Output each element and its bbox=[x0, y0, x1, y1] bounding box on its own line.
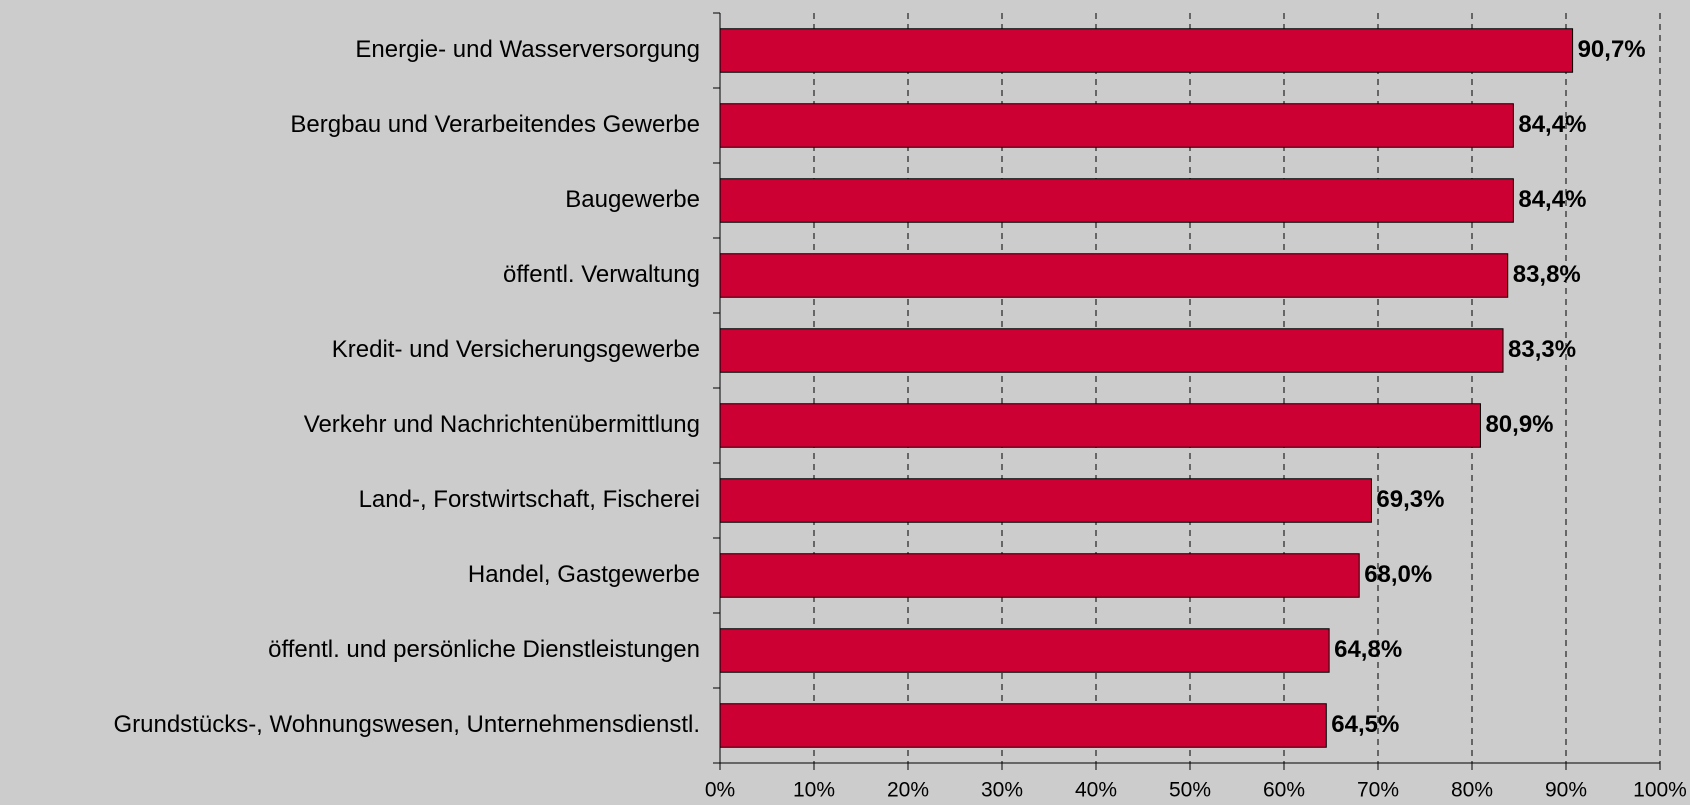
x-tick-label: 20% bbox=[887, 779, 929, 802]
x-tick-label: 30% bbox=[981, 779, 1023, 802]
value-label: 83,3% bbox=[1508, 336, 1576, 363]
value-label: 84,4% bbox=[1518, 111, 1586, 138]
category-label: Kredit- und Versicherungsgewerbe bbox=[332, 336, 700, 363]
category-label: Verkehr und Nachrichtenübermittlung bbox=[304, 411, 700, 438]
bar bbox=[719, 178, 1514, 223]
category-label: öffentl. Verwaltung bbox=[503, 261, 700, 288]
value-label: 64,5% bbox=[1331, 711, 1399, 738]
value-label: 69,3% bbox=[1376, 486, 1444, 513]
x-tick-label: 60% bbox=[1263, 779, 1305, 802]
x-tick-label: 100% bbox=[1633, 779, 1687, 802]
category-label: Land-, Forstwirtschaft, Fischerei bbox=[359, 486, 700, 513]
x-tick-label: 90% bbox=[1545, 779, 1587, 802]
category-label: Handel, Gastgewerbe bbox=[468, 561, 700, 588]
category-label: Energie- und Wasserversorgung bbox=[355, 36, 700, 63]
bar bbox=[719, 328, 1504, 373]
value-label: 80,9% bbox=[1485, 411, 1553, 438]
x-tick-label: 10% bbox=[793, 779, 835, 802]
category-label: öffentl. und persönliche Dienstleistunge… bbox=[268, 636, 700, 663]
value-label: 68,0% bbox=[1364, 561, 1432, 588]
category-label: Bergbau und Verarbeitendes Gewerbe bbox=[290, 111, 700, 138]
bar bbox=[719, 478, 1372, 523]
bar bbox=[719, 403, 1481, 448]
bar bbox=[719, 103, 1514, 148]
value-label: 83,8% bbox=[1513, 261, 1581, 288]
x-tick-label: 70% bbox=[1357, 779, 1399, 802]
bar bbox=[719, 253, 1509, 298]
x-tick-label: 40% bbox=[1075, 779, 1117, 802]
category-label: Baugewerbe bbox=[565, 186, 700, 213]
value-label: 90,7% bbox=[1578, 36, 1646, 63]
x-tick-label: 0% bbox=[705, 779, 735, 802]
value-label: 64,8% bbox=[1334, 636, 1402, 663]
x-tick-label: 50% bbox=[1169, 779, 1211, 802]
bar bbox=[719, 28, 1574, 73]
bar bbox=[719, 703, 1327, 748]
value-label: 84,4% bbox=[1518, 186, 1586, 213]
bar bbox=[719, 553, 1360, 598]
x-tick-label: 80% bbox=[1451, 779, 1493, 802]
bar bbox=[719, 628, 1330, 673]
category-label: Grundstücks-, Wohnungswesen, Unternehmen… bbox=[113, 711, 700, 738]
